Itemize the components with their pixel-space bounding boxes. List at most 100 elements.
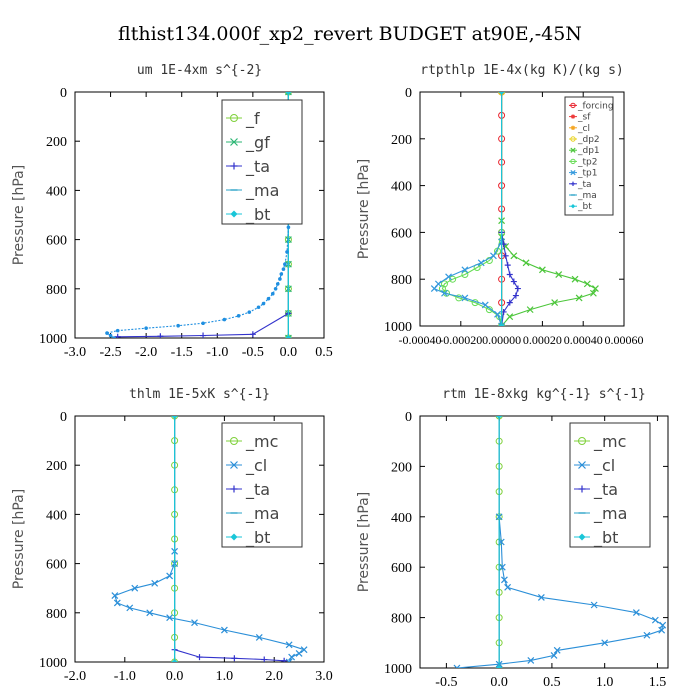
point-marker <box>526 306 534 314</box>
series-bt <box>171 416 178 662</box>
point-marker <box>498 322 506 326</box>
point-marker <box>506 313 514 321</box>
point-marker <box>496 665 503 668</box>
point-marker <box>501 576 508 584</box>
y-tick-label: 0 <box>60 410 67 425</box>
x-tick-label: -0.00020 <box>439 333 482 347</box>
legend-label: _tp2 <box>577 157 597 167</box>
legend-label: _bt <box>245 205 270 225</box>
point-marker <box>230 485 238 493</box>
y-tick-label: 0 <box>60 86 67 101</box>
legend-label: _ma <box>245 181 279 201</box>
x-tick-label: 1.0 <box>216 669 234 684</box>
point-marker <box>230 138 238 146</box>
point-marker <box>222 317 227 322</box>
point-marker <box>230 162 238 170</box>
point-marker <box>283 262 287 267</box>
legend: _forcing _sf_cl_dp2_dp1_tp2 _tp1_ta_ma_bt <box>564 96 614 216</box>
legend-label: _gf <box>245 133 270 153</box>
point-marker <box>201 321 205 326</box>
point-marker <box>230 437 238 445</box>
point-marker <box>514 285 521 292</box>
point-marker <box>498 323 505 326</box>
y-tick-label: 600 <box>391 561 412 576</box>
legend: _mc _cl _ta _ma _bt <box>569 422 651 548</box>
y-axis-label: Pressure [hPa] <box>356 159 372 259</box>
y-tick-label: 200 <box>391 460 412 475</box>
series-bt <box>498 92 505 326</box>
plot-frame <box>419 415 669 669</box>
point-marker <box>131 584 139 592</box>
point-marker <box>578 485 586 493</box>
point-marker <box>196 654 203 661</box>
legend-label: _mc <box>245 432 278 452</box>
point-marker <box>461 266 469 274</box>
x-tick-label: 0.5 <box>543 675 561 690</box>
y-tick-label: 400 <box>391 180 412 195</box>
point-marker <box>236 314 241 318</box>
x-tick-label: -2.0 <box>64 669 86 684</box>
series-dp1 <box>498 217 599 326</box>
x-tick-label: 0.00020 <box>523 333 562 347</box>
y-tick-label: 800 <box>46 283 67 298</box>
chart-panel-3: thlm 1E-5xK s^{-1} Pressure [hPa] -2.0 -1.0… <box>11 387 333 684</box>
point-marker <box>286 225 291 230</box>
x-tick-label: 0.0 <box>490 675 508 690</box>
point-marker <box>126 604 134 612</box>
panel-title: rtm 1E-8xkg kg^{-1} s^{-1} <box>442 387 646 402</box>
x-tick-label: 1.5 <box>649 675 667 690</box>
point-marker <box>281 267 286 271</box>
point-marker <box>659 621 667 629</box>
panel-title: rtpthlp 1E-4x(kg K)/(kg s) <box>420 63 624 78</box>
chart-panel-1: um 1E-4xm s^{-2} Pressure [hPa] -3.0 -2.5 -2… <box>11 63 333 360</box>
legend-label: _ta <box>577 180 592 190</box>
point-marker <box>504 583 512 591</box>
point-marker <box>249 331 256 338</box>
point-marker <box>455 294 463 302</box>
panel-title: um 1E-4xm s^{-2} <box>137 63 262 78</box>
point-marker <box>481 301 489 309</box>
point-marker <box>453 664 461 668</box>
point-marker <box>578 461 586 469</box>
legend-label: _ma <box>577 191 597 201</box>
point-marker <box>583 280 591 288</box>
point-marker <box>266 296 271 301</box>
legend-label: _ta <box>245 480 270 500</box>
point-marker <box>578 437 586 445</box>
series-group <box>453 416 667 668</box>
legend-label: _ta <box>593 480 618 500</box>
point-marker <box>285 250 289 254</box>
y-axis-label: Pressure [hPa] <box>356 492 372 592</box>
x-tick-label: 3.0 <box>315 669 333 684</box>
panel-title: thlm 1E-5xK s^{-1} <box>129 387 270 402</box>
series-tp1 <box>430 238 506 326</box>
point-marker <box>570 136 576 142</box>
y-tick-label: 1000 <box>384 320 412 335</box>
point-marker <box>570 158 576 165</box>
point-marker <box>578 533 586 541</box>
chart-panel-2: rtpthlp 1E-4x(kg K)/(kg s) Pressure [hPa]… <box>356 63 644 347</box>
point-marker <box>658 626 666 634</box>
x-tick-label: -3.0 <box>64 345 86 360</box>
point-marker <box>231 655 238 662</box>
series-bt <box>496 416 503 668</box>
point-marker <box>589 289 597 297</box>
x-tick-label: 0.0 <box>280 345 298 360</box>
point-marker <box>295 649 303 657</box>
legend-label: _mc <box>593 432 626 452</box>
point-marker <box>261 656 268 662</box>
point-marker <box>570 125 576 130</box>
x-tick-label: 0.00040 <box>564 333 603 347</box>
x-tick-label: 0.00000 <box>482 333 521 347</box>
y-tick-label: 400 <box>46 508 67 523</box>
y-tick-label: 800 <box>391 612 412 627</box>
point-marker <box>200 332 207 338</box>
y-tick-label: 1000 <box>39 332 67 347</box>
point-marker <box>522 259 530 267</box>
point-marker <box>255 633 263 641</box>
point-marker <box>490 252 497 260</box>
x-tick-label: 0.00060 <box>605 333 644 347</box>
x-tick-label: -0.00040 <box>399 333 442 347</box>
point-marker <box>113 599 121 607</box>
